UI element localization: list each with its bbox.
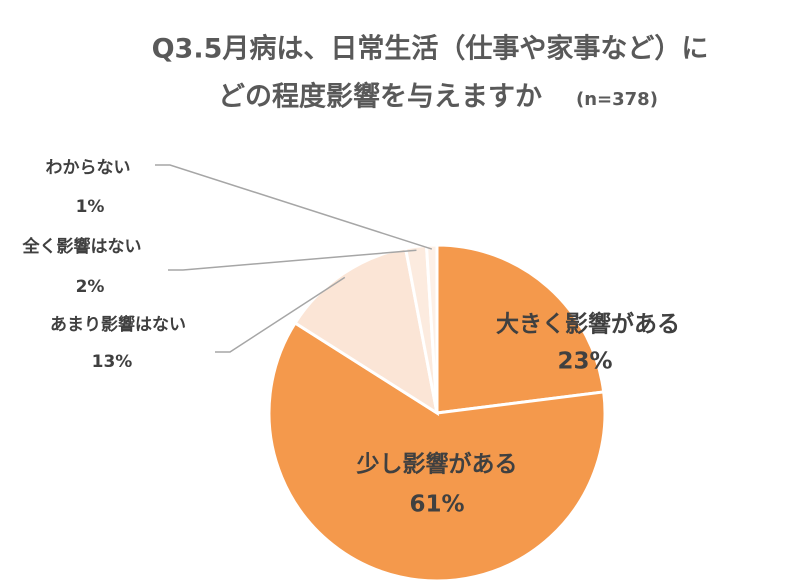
value-label: 2% — [76, 277, 105, 297]
leader-line — [168, 249, 417, 271]
pie-slice — [435, 243, 606, 415]
sample-size: (n=378) — [576, 89, 658, 110]
chart-title: Q3.5月病は、日常生活（仕事や家事など）に — [152, 33, 709, 65]
pie-slice — [267, 320, 607, 583]
chart-title: どの程度影響を与えますか — [218, 81, 542, 113]
value-label: 1% — [76, 197, 105, 217]
value-label: 61% — [409, 492, 464, 518]
value-label: 23% — [557, 349, 612, 375]
pie-slice — [293, 246, 440, 417]
slice-label: わからない — [46, 158, 131, 178]
leader-line — [215, 276, 346, 353]
leader-line — [155, 164, 433, 250]
pie-slice — [424, 243, 439, 414]
value-label: 13% — [92, 352, 133, 372]
slice-label: 大きく影響がある — [496, 311, 680, 338]
slice-label: あまり影響はない — [50, 314, 186, 335]
slice-label: 少し影響がある — [356, 451, 518, 478]
slice-label: 全く影響はない — [22, 236, 142, 257]
